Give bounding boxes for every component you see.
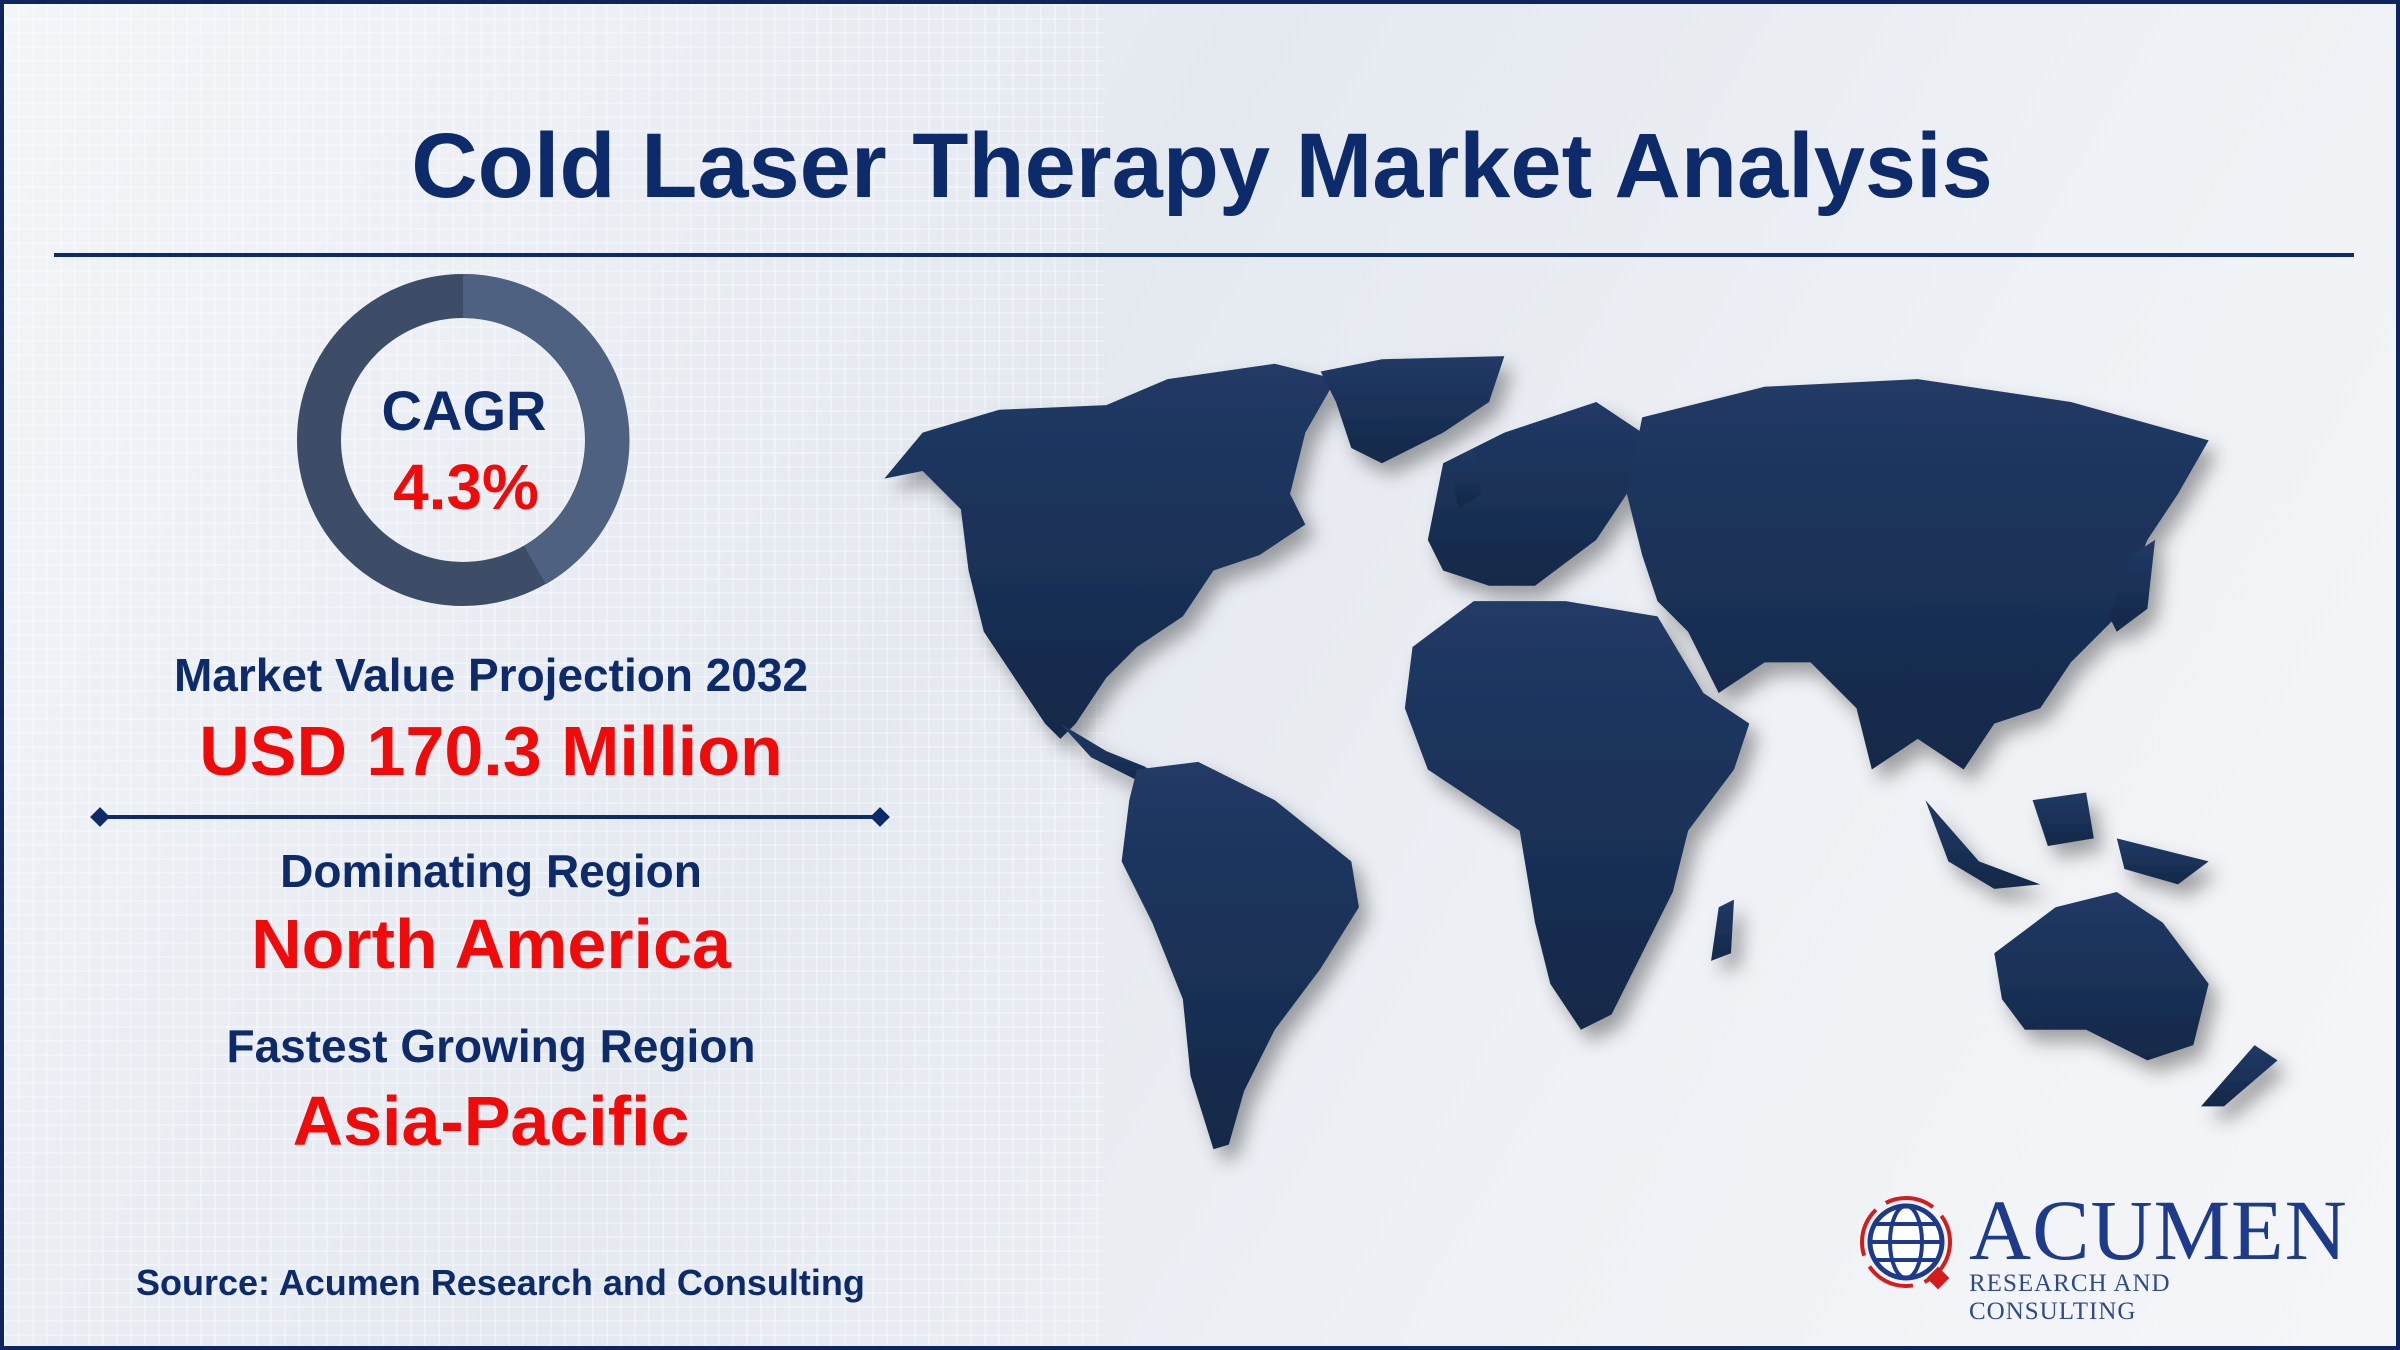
new-zealand bbox=[2200, 1045, 2278, 1107]
world-map-icon bbox=[884, 356, 2278, 1150]
section-divider bbox=[99, 815, 880, 819]
dominating-region-value: North America bbox=[251, 905, 731, 983]
market-value: USD 170.3 Million bbox=[199, 712, 783, 790]
south-america bbox=[1121, 761, 1359, 1150]
logo-tagline: RESEARCH AND CONSULTING bbox=[1969, 1270, 2171, 1325]
europe bbox=[1427, 402, 1643, 586]
market-value-label: Market Value Projection 2032 bbox=[173, 649, 809, 701]
acumen-logo: ACUMEN RESEARCH AND CONSULTING bbox=[1854, 1182, 2347, 1325]
globe-logo-icon bbox=[1860, 1196, 1952, 1290]
page-title: Cold Laser Therapy Market Analysis bbox=[411, 115, 1993, 217]
source-note: Source: Acumen Research and Consulting bbox=[136, 1262, 865, 1303]
dominating-region-label: Dominating Region bbox=[280, 845, 702, 897]
title-divider bbox=[54, 253, 2354, 257]
cagr-label: CAGR bbox=[381, 379, 547, 442]
greenland bbox=[1320, 356, 1505, 464]
australia bbox=[1994, 891, 2209, 1061]
fastest-region-label: Fastest Growing Region bbox=[226, 1020, 756, 1072]
fastest-region-value: Asia-Pacific bbox=[292, 1082, 690, 1160]
donut-ring-light bbox=[462, 273, 630, 585]
africa bbox=[1404, 601, 1750, 1030]
japan bbox=[2109, 539, 2156, 632]
indonesia bbox=[1925, 800, 2041, 889]
north-america bbox=[884, 363, 1336, 739]
madagascar bbox=[1711, 899, 1735, 961]
cagr-value: 4.3% bbox=[393, 451, 539, 523]
background-pattern bbox=[4, 4, 1104, 1346]
new-guinea bbox=[2116, 838, 2209, 885]
logo-name: ACUMEN bbox=[1969, 1182, 2348, 1278]
borneo bbox=[2032, 792, 2094, 847]
cagr-donut bbox=[297, 273, 630, 606]
uk bbox=[1450, 447, 1482, 510]
asia bbox=[1626, 379, 2209, 770]
